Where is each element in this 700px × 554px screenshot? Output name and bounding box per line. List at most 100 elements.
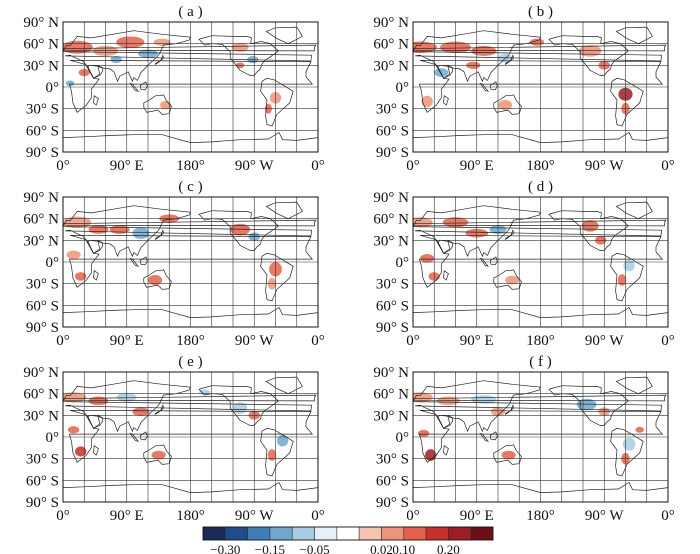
colorbar-swatch — [470, 526, 494, 541]
coastline — [198, 210, 279, 251]
colorbar: −0.30 −0.15 −0.05 0.02 0.10 0.20 — [202, 526, 494, 554]
coastline — [418, 409, 664, 463]
anomaly-patch — [421, 95, 433, 108]
panel-title: ( e ) — [178, 354, 202, 370]
coastline — [548, 385, 629, 426]
coastline — [493, 269, 522, 290]
y-tick-label: 90° N — [373, 190, 409, 206]
y-tick-label: 30° N — [23, 408, 59, 424]
coastline — [504, 404, 514, 415]
x-tick-label: 0° — [311, 508, 325, 524]
colorbar-tick-label: −0.30 — [210, 542, 240, 554]
x-tick-label: 90° E — [110, 508, 144, 524]
anomaly-patch — [231, 42, 249, 52]
x-tick-label: 180° — [526, 333, 555, 349]
x-tick-label: 0° — [311, 333, 325, 349]
y-tick-label: 60° S — [376, 473, 409, 489]
anomaly-patch — [425, 449, 437, 461]
x-tick-label: 0° — [661, 508, 675, 524]
anomaly-patch — [66, 250, 81, 260]
y-tick-label: 0° — [396, 255, 410, 271]
y-tick-label: 30° N — [23, 233, 59, 249]
y-tick-label: 30° S — [26, 102, 59, 118]
x-tick-label: 90° E — [110, 333, 144, 349]
y-tick-label: 30° S — [376, 452, 409, 468]
map-frame — [412, 21, 669, 153]
anomaly-field — [413, 26, 668, 143]
anomaly-patch — [276, 434, 289, 447]
x-tick-label: 180° — [526, 158, 555, 174]
map-frame — [412, 371, 669, 503]
x-tick-label: 90° W — [235, 508, 274, 524]
y-tick-label: 30° S — [26, 277, 59, 293]
x-tick-label: 0° — [311, 158, 325, 174]
anomaly-patch — [622, 437, 636, 451]
colorbar-swatch — [314, 526, 338, 541]
map-panel: ( a )90° N60° N30° N0°30° S60° S90° S0° 9… — [23, 4, 324, 174]
anomaly-patch — [471, 45, 497, 56]
x-tick-label: 180° — [176, 333, 205, 349]
y-tick-label: 60° S — [376, 298, 409, 314]
y-tick-label: 60° S — [26, 473, 59, 489]
anomaly-patch — [413, 392, 433, 403]
coastline — [143, 444, 172, 465]
y-tick-label: 90° S — [26, 320, 59, 336]
colorbar-swatch — [425, 526, 449, 541]
x-tick-label: 90° E — [110, 158, 144, 174]
y-tick-label: 30° N — [373, 233, 409, 249]
colorbar-swatch — [336, 526, 360, 541]
y-tick-label: 90° S — [376, 320, 409, 336]
x-tick-label: 0° — [661, 158, 675, 174]
anomaly-patch — [75, 272, 87, 281]
x-tick-label: 180° — [526, 508, 555, 524]
coastline — [443, 270, 449, 281]
y-tick-label: 90° S — [376, 145, 409, 161]
colorbar-swatch — [291, 526, 315, 541]
coastline — [139, 256, 148, 266]
map-frame — [62, 21, 319, 153]
colorbar-swatch — [269, 526, 293, 541]
y-tick-label: 60° S — [26, 123, 59, 139]
x-tick-label: 90° W — [585, 158, 624, 174]
y-tick-label: 60° N — [373, 37, 409, 53]
coastline — [479, 82, 490, 92]
y-tick-label: 90° N — [23, 365, 59, 381]
coastline — [93, 270, 99, 281]
colorbar-tick-label: −0.05 — [299, 542, 329, 554]
y-tick-label: 30° N — [23, 58, 59, 74]
anomaly-patch — [151, 450, 166, 460]
coastline — [68, 59, 314, 113]
coastline — [493, 94, 522, 115]
y-tick-label: 30° N — [373, 58, 409, 74]
y-tick-label: 60° N — [23, 212, 59, 228]
colorbar-tick-label: −0.15 — [255, 542, 285, 554]
map-panel: ( e )90° N60° N30° N0°30° S60° S90° S0° 9… — [23, 354, 324, 524]
y-tick-label: 30° S — [26, 452, 59, 468]
y-tick-label: 60° S — [26, 298, 59, 314]
anomaly-patch — [623, 259, 635, 272]
coastline — [418, 59, 664, 113]
coastline — [479, 432, 490, 442]
anomaly-patch — [437, 396, 460, 406]
panel-title: ( f ) — [529, 354, 552, 370]
map-frame — [412, 196, 669, 328]
coastline — [548, 35, 629, 76]
x-tick-label: 0° — [661, 333, 675, 349]
x-tick-label: 90° E — [460, 333, 494, 349]
panel-title: ( a ) — [178, 4, 202, 20]
coastline — [139, 431, 148, 441]
coastline — [418, 234, 664, 288]
anomaly-patch — [65, 80, 75, 87]
anomaly-patch — [413, 217, 433, 228]
anomaly-patch — [132, 407, 150, 417]
coastline — [198, 35, 279, 76]
anomaly-patch — [67, 426, 80, 434]
coastline — [479, 257, 490, 267]
x-tick-label: 0° — [56, 158, 70, 174]
panel-title: ( c ) — [178, 179, 202, 195]
x-tick-label: 90° W — [235, 158, 274, 174]
anomaly-patch — [153, 38, 171, 46]
anomaly-patch — [434, 68, 449, 77]
coastline — [504, 54, 514, 65]
